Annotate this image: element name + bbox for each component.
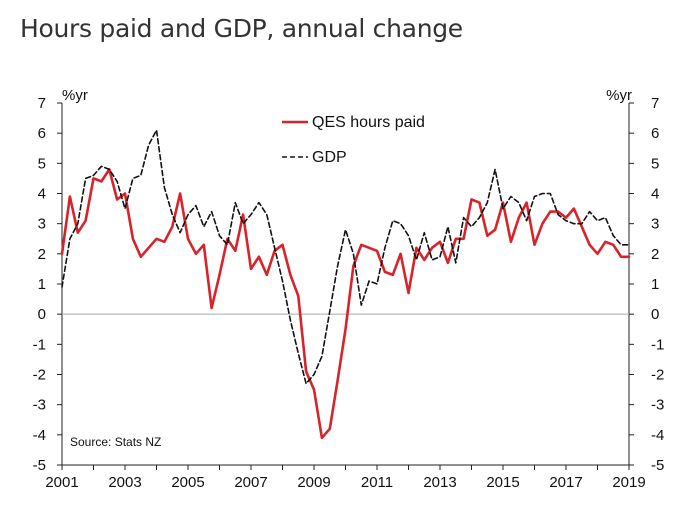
x-tick-label: 2017 [549,474,582,491]
x-tick-label: 2009 [297,474,330,491]
legend-label-gdp: GDP [312,149,347,166]
y-tick-label-left: 2 [38,246,46,263]
series-line-gdp [61,129,630,385]
y-axis-left: 7 6 5 4 3 2 1 0 -1 -2 -3 -4 -5 [33,95,62,474]
y-tick-label-left: 1 [38,276,46,293]
y-tick-label-left: -1 [33,336,46,353]
y-tick-label-right: 3 [651,216,659,233]
x-tick-label: 2011 [361,474,393,491]
y-tick-label-right: 4 [651,186,659,203]
y-unit-left: %yr [62,87,88,104]
y-tick-label-left: 6 [38,125,46,142]
y-tick-label-left: -3 [33,397,46,414]
y-tick-label-right: 0 [651,306,659,323]
x-tick-label: 2007 [234,474,267,491]
x-tick-label: 2003 [108,474,141,491]
y-tick-label-right: -4 [651,427,664,444]
y-unit-right: %yr [606,87,632,104]
y-tick-label-right: -5 [651,457,664,474]
y-tick-label-right: 5 [651,155,659,172]
y-tick-label-right: 1 [651,276,659,293]
y-tick-label-right: -2 [651,367,664,384]
y-tick-label-right: 7 [651,95,659,112]
chart-title: Hours paid and GDP, annual change [20,14,463,43]
y-tick-label-right: 6 [651,125,659,142]
x-tick-label: 2013 [423,474,456,491]
series-group [60,129,631,440]
y-tick-label-left: 4 [38,186,46,203]
series-line-hours-paid [60,168,631,440]
y-tick-label-left: 3 [38,216,46,233]
legend-label-hours: QES hours paid [312,114,425,131]
x-axis: 2001 2003 2005 2007 2009 2011 2013 2015 2017 2019 [45,465,646,491]
x-tick-label: 2001 [45,474,78,491]
source-note: Source: Stats NZ [70,435,161,449]
x-tick-label: 2015 [486,474,519,491]
x-tick-label: 2005 [171,474,204,491]
y-tick-label-right: -1 [651,336,664,353]
y-tick-label-left: 0 [38,306,46,323]
y-tick-label-right: -3 [651,397,664,414]
y-tick-label-left: 5 [38,155,46,172]
y-tick-label-right: 2 [651,246,659,263]
y-tick-label-left: -4 [33,427,46,444]
y-axis-right: 7 6 5 4 3 2 1 0 -1 -2 -3 -4 -5 [629,95,664,474]
y-tick-label-left: -5 [33,457,46,474]
y-tick-label-left: -2 [33,367,46,384]
y-tick-label-left: 7 [38,95,46,112]
x-tick-label: 2019 [612,474,645,491]
